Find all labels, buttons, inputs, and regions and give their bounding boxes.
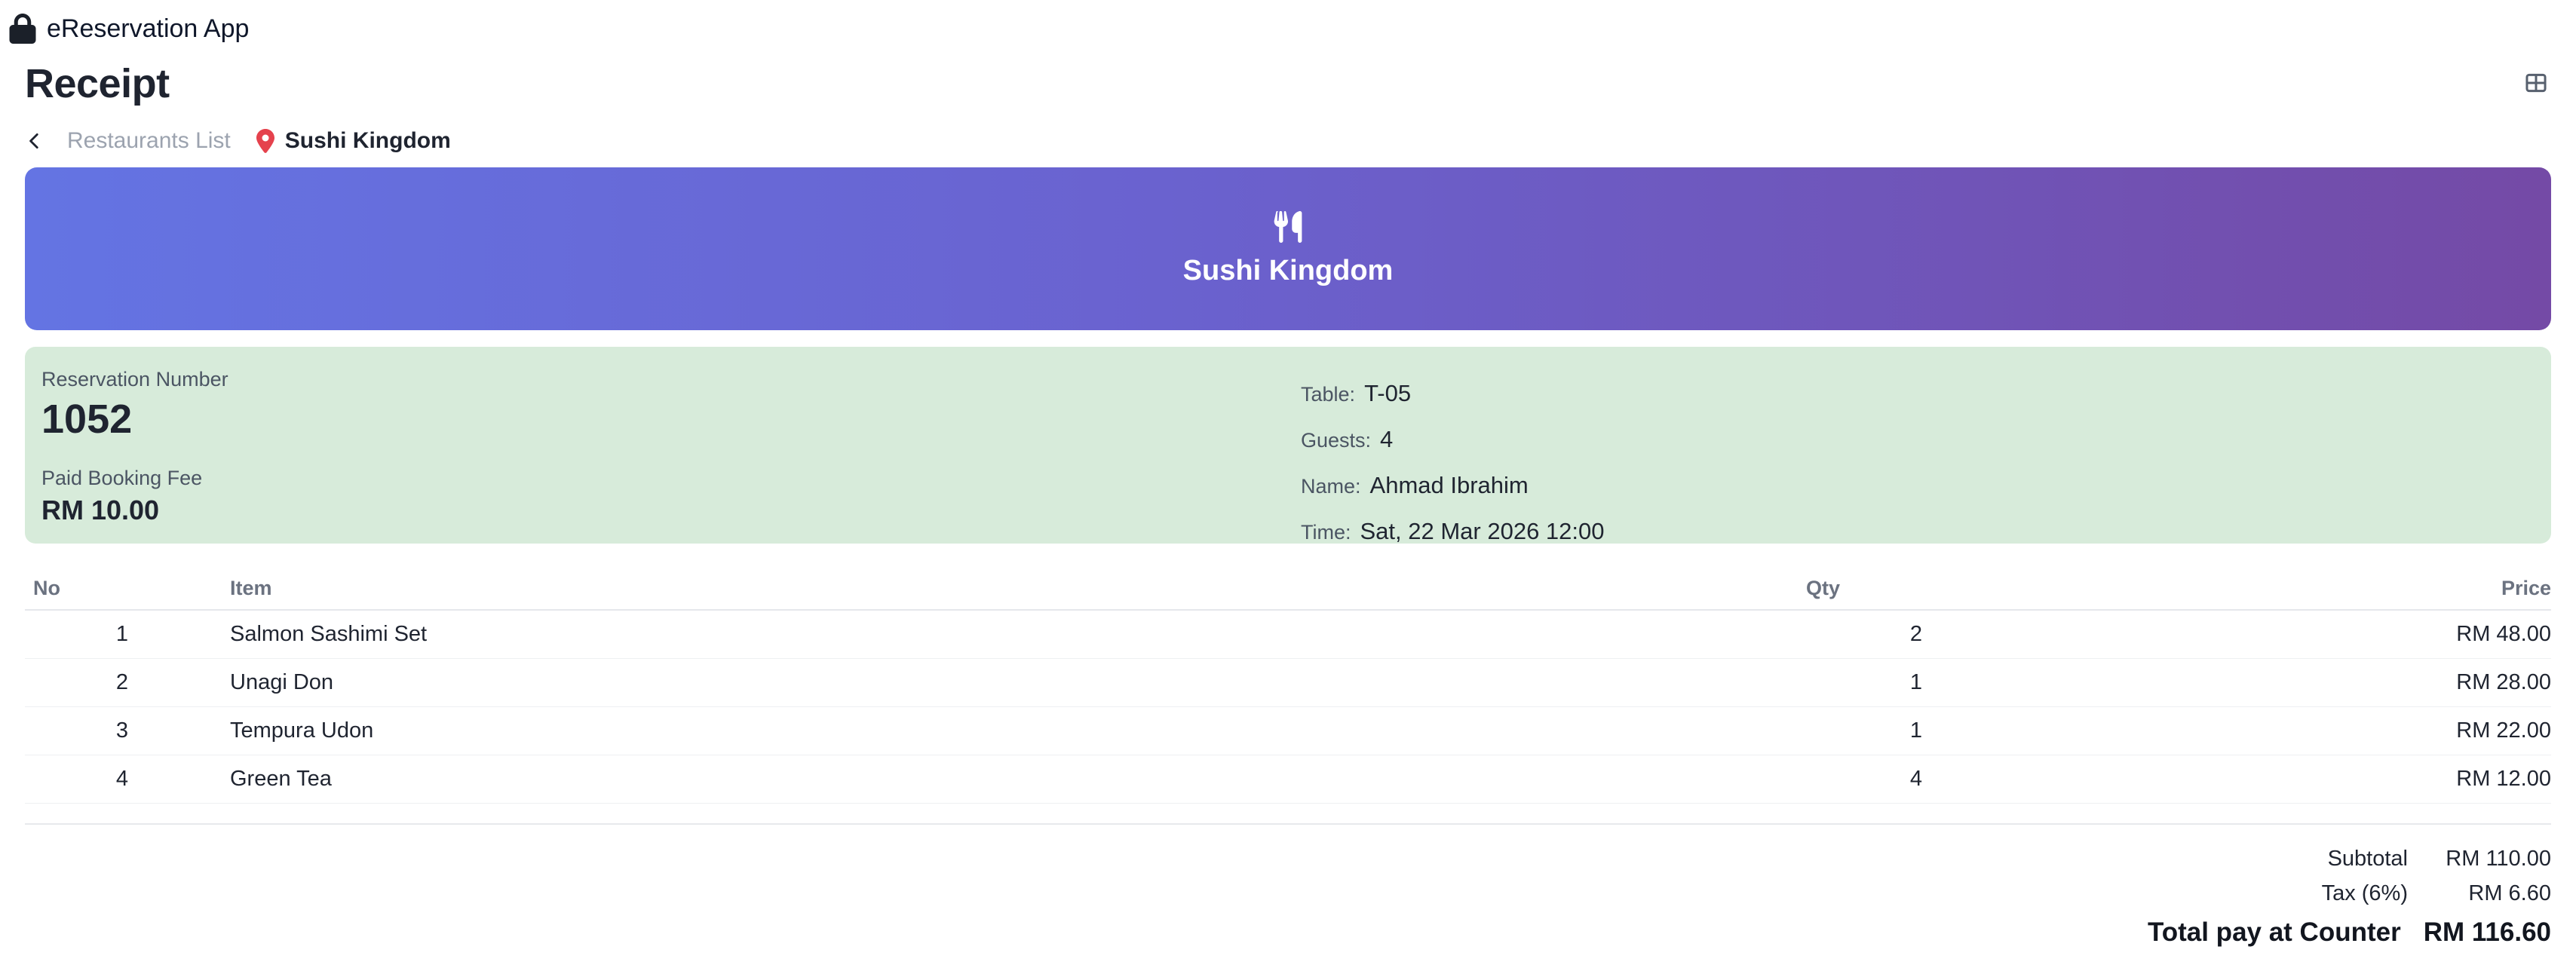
grand-total-value: RM 116.60 <box>2423 917 2551 947</box>
grand-total-label: Total pay at Counter <box>2147 917 2401 947</box>
col-header-qty: Qty <box>1805 568 1925 611</box>
table-value: T-05 <box>1364 380 1412 406</box>
detail-row-table: Table: T-05 <box>1301 380 1605 407</box>
items-table: No Item Qty Price 1 Salmon Sashimi Set 2… <box>25 568 2551 825</box>
totals-section: Subtotal RM 110.00 Tax (6%) RM 6.60 Tota… <box>25 841 2551 954</box>
guests-value: 4 <box>1380 426 1394 452</box>
breadcrumb-current-restaurant: Sushi Kingdom <box>284 128 451 153</box>
table-footer-divider <box>25 803 2551 825</box>
lock-icon <box>8 14 38 44</box>
grand-total-row: Total pay at Counter RM 116.60 <box>2148 911 2551 954</box>
page-head: Receipt <box>25 60 2551 107</box>
receipt-page: Receipt Restaurants List Sushi Kingdom <box>0 60 2576 954</box>
table-label: Table: <box>1301 383 1356 406</box>
item-qty: 2 <box>1805 610 1925 659</box>
reservation-number-value: 1052 <box>41 397 133 442</box>
detail-row-time: Time: Sat, 22 Mar 2026 12:00 <box>1301 518 1605 545</box>
reservation-summary-panel: Reservation Number 1052 Paid Booking Fee… <box>25 347 2551 544</box>
item-price: RM 28.00 <box>1925 658 2551 707</box>
tax-row: Tax (6%) RM 6.60 <box>2322 876 2551 911</box>
subtotal-row: Subtotal RM 110.00 <box>2328 841 2551 876</box>
time-value: Sat, 22 Mar 2026 12:00 <box>1360 518 1605 544</box>
name-value: Ahmad Ibrahim <box>1369 472 1529 498</box>
table-row: 4 Green Tea 4 RM 12.00 <box>25 755 2551 804</box>
table-row: 3 Tempura Udon 1 RM 22.00 <box>25 706 2551 755</box>
item-name: Salmon Sashimi Set <box>128 610 1805 659</box>
item-no: 2 <box>25 658 128 707</box>
item-no: 1 <box>25 610 128 659</box>
item-qty: 1 <box>1805 658 1925 707</box>
booking-fee-label: Paid Booking Fee <box>41 467 203 489</box>
detail-row-name: Name: Ahmad Ibrahim <box>1301 472 1605 499</box>
col-header-no: No <box>25 568 128 611</box>
utensils-icon <box>1272 210 1304 243</box>
location-pin-icon <box>256 129 274 153</box>
item-name: Tempura Udon <box>128 706 1805 755</box>
tax-value: RM 6.60 <box>2468 881 2551 905</box>
detail-row-guests: Guests: 4 <box>1301 426 1605 453</box>
restaurant-banner: Sushi Kingdom <box>25 167 2551 330</box>
tax-label: Tax (6%) <box>2321 881 2408 905</box>
grid-icon <box>2525 73 2547 93</box>
item-qty: 4 <box>1805 755 1925 804</box>
reservation-number-block: Reservation Number 1052 Paid Booking Fee… <box>41 368 1301 544</box>
item-price: RM 12.00 <box>1925 755 2551 804</box>
item-no: 3 <box>25 706 128 755</box>
subtotal-label: Subtotal <box>2327 846 2408 871</box>
item-name: Green Tea <box>128 755 1805 804</box>
table-row: 1 Salmon Sashimi Set 2 RM 48.00 <box>25 610 2551 659</box>
item-qty: 1 <box>1805 706 1925 755</box>
item-price: RM 48.00 <box>1925 610 2551 659</box>
page-title: Receipt <box>25 61 170 106</box>
items-header-row: No Item Qty Price <box>25 568 2551 611</box>
chevron-left-icon[interactable] <box>25 130 44 152</box>
col-header-price: Price <box>1925 568 2551 611</box>
item-name: Unagi Don <box>128 658 1805 707</box>
table-row: 2 Unagi Don 1 RM 28.00 <box>25 658 2551 707</box>
booking-fee-value: RM 10.00 <box>41 495 160 525</box>
guests-label: Guests: <box>1301 429 1372 452</box>
app-header: eReservation App <box>0 0 2576 44</box>
breadcrumb-restaurants-list[interactable]: Restaurants List <box>67 128 231 153</box>
name-label: Name: <box>1301 475 1361 498</box>
reservation-number-label: Reservation Number <box>41 368 228 391</box>
reservation-details-block: Table: T-05 Guests: 4 Name: Ahmad Ibrahi… <box>1301 368 1605 544</box>
col-header-item: Item <box>128 568 1805 611</box>
breadcrumb: Restaurants List Sushi Kingdom <box>25 128 2551 154</box>
table-view-button[interactable] <box>2522 70 2550 97</box>
item-price: RM 22.00 <box>1925 706 2551 755</box>
app-title: eReservation App <box>47 14 250 43</box>
subtotal-value: RM 110.00 <box>2446 846 2551 871</box>
item-no: 4 <box>25 755 128 804</box>
restaurant-name: Sushi Kingdom <box>1182 254 1394 286</box>
time-label: Time: <box>1301 521 1351 544</box>
